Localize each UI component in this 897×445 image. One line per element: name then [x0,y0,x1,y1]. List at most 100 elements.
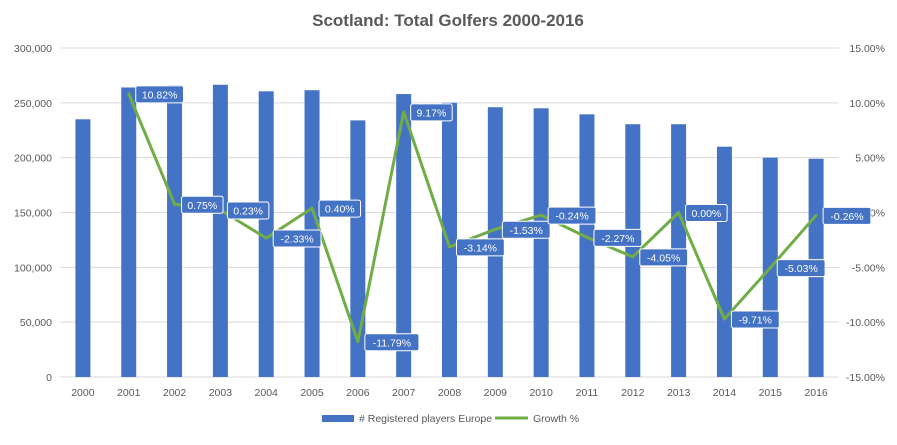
data-label-text: -1.53% [510,225,543,237]
data-label: 10.82% [135,85,185,104]
data-label-text: -11.79% [373,337,411,349]
y-left-tick-label: 250,000 [14,98,52,110]
y-right-tick-label: -15.00% [846,372,885,384]
line-point [814,213,818,217]
bar-series [75,84,824,378]
data-label-text: 10.82% [142,89,178,101]
x-tick-label: 2015 [759,387,783,399]
x-tick-label: 2001 [117,387,141,399]
x-tick-label: 2013 [667,387,691,399]
line-point [448,245,451,249]
legend-line-label: Growth % [533,413,579,425]
data-labels: 10.82% 0.75% 0.23% -2.33% 0.40% -11.79% 9.17% -… [135,85,872,352]
data-label: -3.14% [456,238,505,257]
data-label-box [410,103,453,122]
x-tick-label: 2012 [621,387,645,399]
bar [716,146,732,377]
data-label: 0.40% [318,199,362,218]
x-tick-label: 2002 [163,387,187,399]
bar [442,102,457,377]
bar [625,124,641,378]
line-point [539,213,543,217]
data-label-text: 9.17% [417,107,447,119]
data-label-box [456,238,505,257]
data-label-text: -2.33% [280,234,313,246]
data-label: -9.71% [730,310,780,329]
data-label-box [685,204,728,222]
x-tick-label: 2006 [346,387,370,399]
x-tick-label: 2005 [300,387,324,399]
x-tick-label: 2011 [576,387,599,399]
y-left-tick-label: 0 [46,372,52,384]
bar [533,108,549,378]
y-left-tick-label: 150,000 [14,208,52,220]
y-right-tick-label: -10.00% [846,317,885,329]
bar [579,114,595,378]
data-label-box [181,195,224,214]
line-point [173,202,177,206]
data-label-text: 0.40% [325,204,355,216]
chart-title: Scotland: Total Golfers 2000-2016 [312,11,584,30]
data-label: 0.00% [685,204,728,222]
x-tick-label: 2004 [255,387,279,399]
y-right-tick-label: -5.00% [852,262,885,274]
data-label: 9.17% [410,103,453,122]
line-series [127,92,818,344]
legend-bar-label: # Registered players Europe [359,413,492,425]
line-point [356,340,360,344]
x-tick-label: 2010 [529,387,553,399]
line-point [768,266,772,270]
data-label-box [639,248,689,267]
y-left-tick-label: 300,000 [14,43,52,55]
data-label: 0.23% [226,201,270,220]
y-right-tick-label: 10.00% [849,98,885,110]
data-label: -4.05% [639,248,689,267]
data-label-text: -0.24% [555,211,588,223]
data-label: -2.33% [272,229,322,248]
data-label-box [226,201,270,220]
line-point [722,317,726,321]
data-label-box [135,85,185,104]
data-label-text: -5.03% [785,263,818,275]
data-label-box [364,333,420,352]
data-label-box [547,206,597,225]
data-label-box [730,310,780,329]
bar [75,119,91,378]
x-tick-label: 2000 [71,387,95,399]
line-point [585,235,589,239]
data-label-text: 0.00% [691,208,721,220]
y-right-tick-label: 5.00% [855,153,885,165]
data-label: -2.27% [593,228,643,247]
data-label-box [318,199,362,218]
y-right-tick-label: 15.00% [849,43,885,55]
data-label-text: -3.14% [464,242,497,254]
growth-line [127,93,818,344]
line-point [631,255,635,259]
bar [212,84,228,377]
bar [350,120,366,377]
data-label-box [776,259,826,278]
y-left-tick-label: 50,000 [20,317,52,329]
line-point [264,236,268,240]
data-label-text: -9.71% [739,314,772,326]
data-label-text: -0.26% [830,211,863,223]
bar [396,94,412,377]
line-point [493,227,497,231]
data-label-text: 0.75% [187,200,217,212]
x-tick-label: 2014 [713,387,737,399]
data-label: -11.79% [364,333,420,352]
x-tick-label: 2008 [438,387,462,399]
x-tick-label: 2003 [209,387,233,399]
data-label-text: -2.27% [601,233,634,245]
legend: # Registered players Europe Growth % [322,413,579,425]
x-tick-label: 2009 [484,387,508,399]
data-label: -0.24% [547,206,597,225]
y-left-tick-label: 100,000 [14,262,52,274]
bar [167,85,183,377]
x-tick-label: 2007 [392,387,416,399]
line-point [677,211,681,214]
data-label-box [593,228,643,247]
bar [258,91,274,378]
